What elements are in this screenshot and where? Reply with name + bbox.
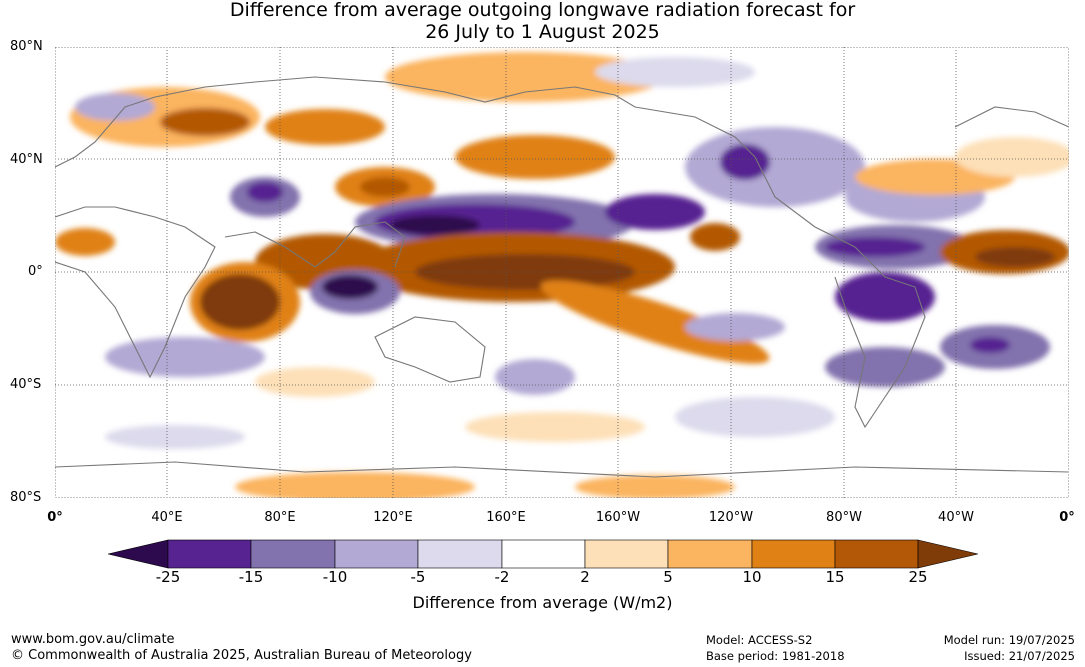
colorbar-bin-8 [751, 539, 836, 569]
lon-label-120e: 120°E [373, 510, 413, 525]
lon-label-40w: 40°W [938, 510, 974, 525]
colorbar-tick: -10 [322, 568, 348, 586]
lon-label-80w: 80°W [826, 510, 862, 525]
colorbar-bin-3 [334, 539, 419, 569]
colorbar-tick: 10 [742, 568, 762, 586]
colorbar-bin-1 [167, 539, 252, 569]
footer-model: Model: ACCESS-S2 [706, 633, 813, 647]
lon-label-160w: 160°W [595, 510, 641, 525]
colorbar-tick: -25 [155, 568, 181, 586]
footer-copyright: © Commonwealth of Australia 2025, Austra… [11, 648, 472, 663]
footer-model-run: Model run: 19/07/2025 [943, 633, 1075, 647]
colorbar-title: Difference from average (W/m2) [412, 593, 673, 612]
map-title-line-2: 26 July to 1 August 2025 [425, 21, 660, 43]
lon-label-0-right: 0° [1059, 510, 1075, 525]
colorbar-tick: -15 [238, 568, 264, 586]
colorbar-extend-low [108, 539, 169, 569]
colorbar-bin-5 [501, 539, 586, 569]
colorbar-tick: -2 [494, 568, 510, 586]
colorbar-tick: 25 [908, 568, 928, 586]
colorbar-bin-6 [584, 539, 669, 569]
map-canvas [55, 47, 1069, 498]
colorbar-bin-7 [667, 539, 753, 569]
lat-label-equator: 0° [28, 264, 43, 279]
colorbar-extend-high [917, 539, 978, 569]
lat-label-80n: 80°N [10, 39, 43, 54]
lat-label-40n: 40°N [10, 152, 43, 167]
footer-base-period: Base period: 1981-2018 [706, 649, 845, 663]
colorbar-tick: 2 [580, 568, 590, 586]
footer-url: www.bom.gov.au/climate [11, 632, 175, 647]
map-title-line-1: Difference from average outgoing longwav… [229, 0, 856, 21]
colorbar-bin-2 [250, 539, 336, 569]
lon-label-80e: 80°E [264, 510, 296, 525]
colorbar-tick: 15 [825, 568, 845, 586]
lat-label-80s: 80°S [10, 490, 42, 505]
lon-label-0-left: 0° [47, 510, 63, 525]
olr-anomaly-map [55, 47, 1069, 498]
colorbar-tick: -5 [410, 568, 426, 586]
colorbar [108, 539, 978, 569]
lat-label-40s: 40°S [10, 377, 42, 392]
lon-label-120w: 120°W [708, 510, 754, 525]
lon-label-40e: 40°E [151, 510, 183, 525]
colorbar-bin-9 [834, 539, 919, 569]
footer-issued: Issued: 21/07/2025 [964, 649, 1075, 663]
lon-label-160e: 160°E [486, 510, 526, 525]
colorbar-bin-4 [417, 539, 503, 569]
colorbar-tick: 5 [663, 568, 673, 586]
